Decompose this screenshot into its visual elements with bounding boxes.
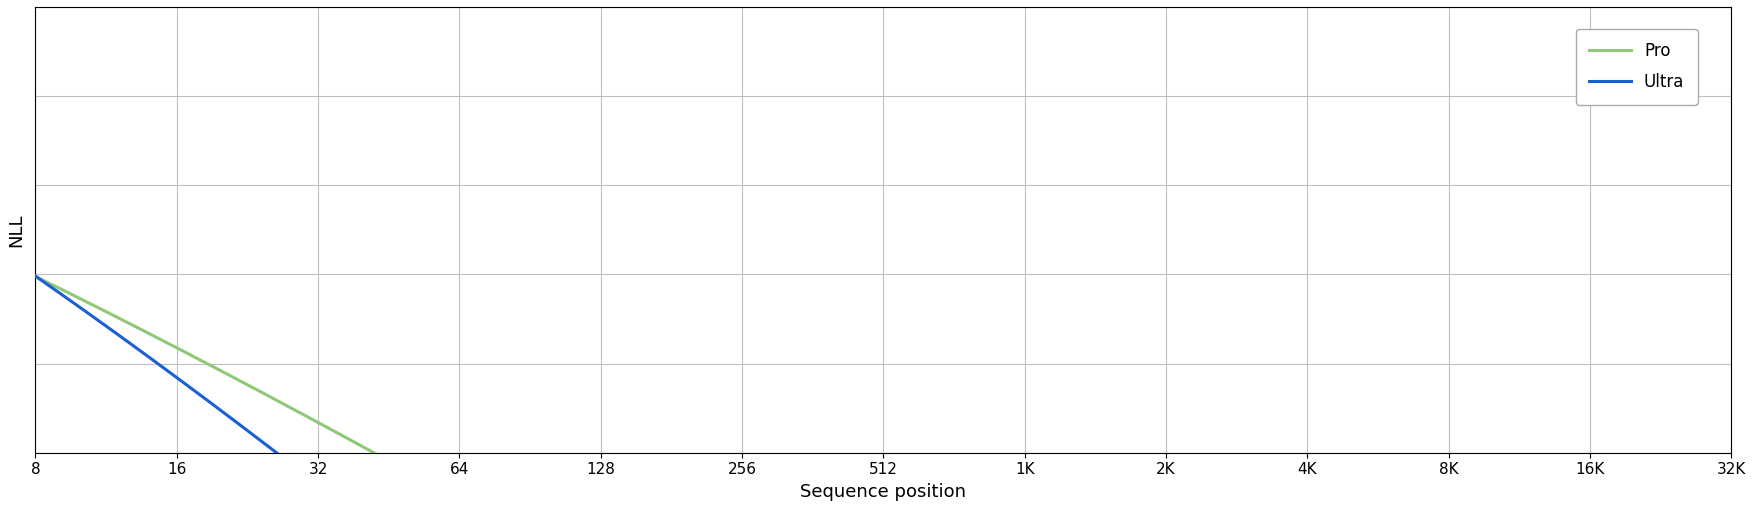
Line: Ultra: Ultra [35,276,1732,508]
X-axis label: Sequence position: Sequence position [801,483,966,501]
Y-axis label: NLL: NLL [7,213,25,246]
Line: Pro: Pro [35,276,1732,508]
Ultra [198,398,219,404]
Pro [25,273,46,279]
Legend: Pro, Ultra: Pro, Ultra [1576,28,1697,105]
Pro [198,361,219,367]
Ultra [25,273,46,279]
